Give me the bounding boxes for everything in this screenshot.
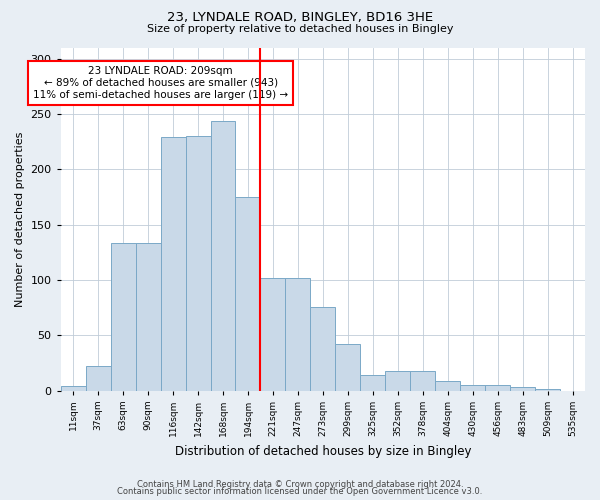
Text: Contains public sector information licensed under the Open Government Licence v3: Contains public sector information licen…	[118, 487, 482, 496]
Bar	[361, 376, 385, 391]
Text: 23 LYNDALE ROAD: 209sqm
← 89% of detached houses are smaller (943)
11% of semi-d: 23 LYNDALE ROAD: 209sqm ← 89% of detache…	[33, 66, 288, 100]
Bar	[86, 366, 110, 391]
Bar	[61, 386, 86, 391]
Y-axis label: Number of detached properties: Number of detached properties	[15, 132, 25, 307]
Bar	[385, 371, 410, 391]
Bar	[535, 388, 560, 391]
Text: Size of property relative to detached houses in Bingley: Size of property relative to detached ho…	[147, 24, 453, 34]
Bar	[510, 388, 535, 391]
Bar	[235, 197, 260, 391]
Bar	[136, 244, 161, 391]
Bar	[260, 278, 286, 391]
Bar	[460, 385, 485, 391]
Bar	[161, 137, 185, 391]
Bar	[335, 344, 361, 391]
Bar	[286, 278, 310, 391]
Bar	[435, 381, 460, 391]
X-axis label: Distribution of detached houses by size in Bingley: Distribution of detached houses by size …	[175, 444, 471, 458]
Bar	[185, 136, 211, 391]
Text: Contains HM Land Registry data © Crown copyright and database right 2024.: Contains HM Land Registry data © Crown c…	[137, 480, 463, 489]
Bar	[211, 120, 235, 391]
Bar	[485, 385, 510, 391]
Bar	[410, 371, 435, 391]
Bar	[310, 306, 335, 391]
Bar	[110, 244, 136, 391]
Text: 23, LYNDALE ROAD, BINGLEY, BD16 3HE: 23, LYNDALE ROAD, BINGLEY, BD16 3HE	[167, 12, 433, 24]
